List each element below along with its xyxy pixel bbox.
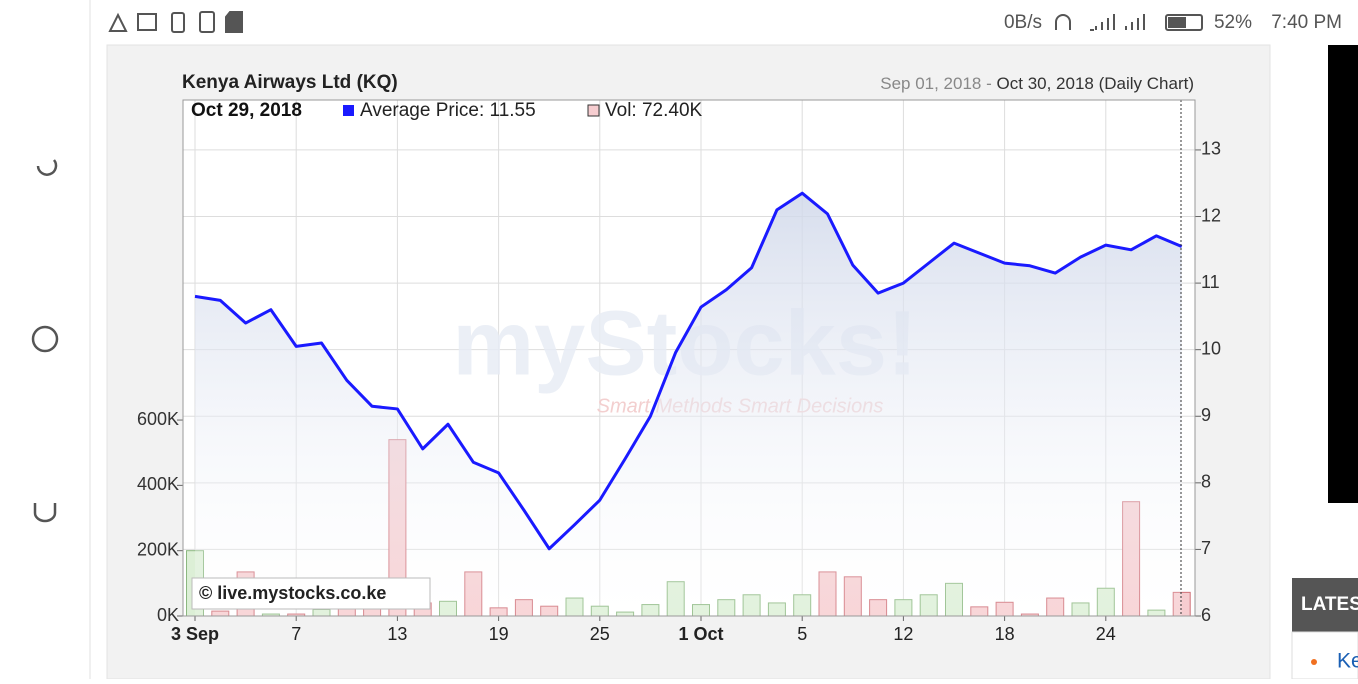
y2-tick-label: 6 xyxy=(1201,605,1211,625)
latest-item[interactable]: Ke xyxy=(1337,650,1358,673)
y2-tick-label: 8 xyxy=(1201,472,1211,492)
y-tick-label: 600K xyxy=(137,409,179,429)
plot-border xyxy=(182,99,1196,617)
x-tick-label: 1 Oct xyxy=(678,624,723,644)
x-tick-label: 19 xyxy=(489,624,509,644)
selected-date: Oct 29, 2018 xyxy=(191,100,302,121)
chart-title: Kenya Airways Ltd (KQ) xyxy=(182,72,398,93)
y2-tick-label: 13 xyxy=(1201,139,1221,159)
range-to: Oct 30, 2018 (Daily Chart) xyxy=(997,74,1194,93)
legend: Average Price: 11.55 Vol: 72.40K xyxy=(343,100,703,121)
legend-label: Vol: 72.40K xyxy=(605,100,703,121)
y2-tick-label: 9 xyxy=(1201,405,1211,425)
nav-back[interactable] xyxy=(36,159,58,176)
range-sep: - xyxy=(986,74,992,93)
price-area xyxy=(195,193,1182,617)
latest-list xyxy=(1291,631,1358,680)
price-line xyxy=(194,191,1183,551)
legend-label: Average Price: 11.55 xyxy=(360,100,536,121)
y2-tick-label: 11 xyxy=(1201,272,1220,292)
latest-heading: LATES xyxy=(1301,594,1358,615)
clock: 7:40 PM xyxy=(1271,12,1342,33)
nav-icons xyxy=(31,159,59,523)
y-tick-label: 400K xyxy=(137,474,179,494)
legend-swatch xyxy=(343,105,354,116)
nav-recent[interactable] xyxy=(33,503,57,523)
x-tick-label: 18 xyxy=(995,624,1015,644)
latest-header xyxy=(1292,578,1358,632)
x-tick-label: 24 xyxy=(1096,624,1116,644)
status-icons xyxy=(108,11,1203,33)
y2-tick-label: 10 xyxy=(1201,338,1221,358)
y-tick-label: 0K xyxy=(157,605,179,625)
x-tick-label: 7 xyxy=(291,624,301,644)
range-from: Sep 01, 2018 xyxy=(880,74,981,93)
battery-level: 52% xyxy=(1214,12,1252,33)
x-tick-label: 13 xyxy=(387,624,407,644)
y2-tick-label: 7 xyxy=(1201,538,1211,558)
y2-tick-label: 12 xyxy=(1201,205,1221,225)
date-range: Sep 01, 2018 - Oct 30, 2018 (Daily Chart… xyxy=(880,74,1194,93)
credit: © live.mystocks.co.ke xyxy=(199,583,386,603)
x-tick-label: 25 xyxy=(590,624,610,644)
x-tick-label: 12 xyxy=(893,624,913,644)
network-speed: 0B/s xyxy=(1004,12,1042,33)
credit-box xyxy=(191,577,431,610)
bullet xyxy=(1311,659,1317,665)
nav-home[interactable] xyxy=(31,325,59,353)
x-tick-label: 5 xyxy=(797,624,807,644)
y-tick-label: 200K xyxy=(137,539,179,559)
side-image xyxy=(1328,45,1358,503)
legend-swatch xyxy=(587,104,600,117)
x-tick-label: 3 Sep xyxy=(171,624,219,644)
chart: Kenya Airways Ltd (KQ) Sep 01, 2018 - Oc… xyxy=(137,72,1221,644)
